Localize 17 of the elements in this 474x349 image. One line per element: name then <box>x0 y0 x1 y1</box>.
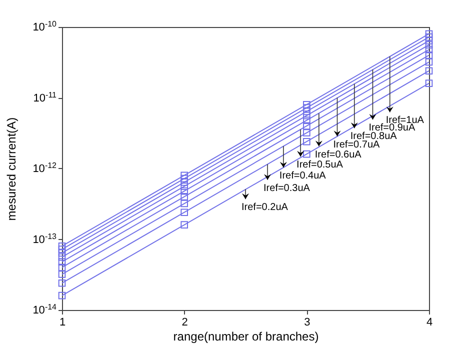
x-axis-title: range(number of branches) <box>173 330 319 344</box>
annotation: Iref=0.2uA <box>242 202 288 214</box>
y-axis-title: mesured current(A) <box>4 117 18 221</box>
annotation: Iref=0.6uA <box>314 149 362 160</box>
x-tick-label: 4 <box>426 316 433 328</box>
annotation: Iref=0.4uA <box>279 170 326 182</box>
y-tick-label: 10$^{-11}$ <box>33 90 58 104</box>
y-tick-label: 10$^{-14}$ <box>32 302 58 316</box>
annotation: Iref=0.3uA <box>264 182 310 194</box>
annotation: Iref=0.5uA <box>296 160 344 171</box>
y-tick-label: 10$^{-12}$ <box>32 160 58 175</box>
x-tick-label: 2 <box>182 316 188 328</box>
x-tick-label: 3 <box>304 316 310 328</box>
y-tick-label: 10$^{-13}$ <box>32 231 58 246</box>
x-tick-label: 1 <box>59 316 66 328</box>
y-tick-label: 10$^{-10}$ <box>32 19 58 34</box>
annotation: Iref=0.7uA <box>333 139 380 150</box>
